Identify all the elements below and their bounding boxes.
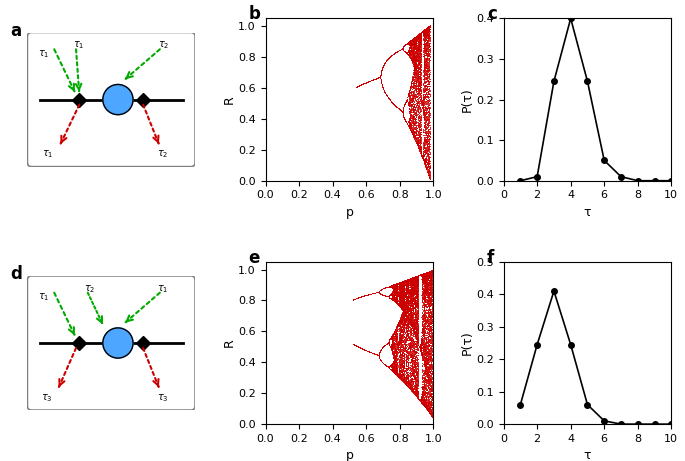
Text: $\tau_2$: $\tau_2$ bbox=[156, 148, 168, 160]
Text: $\tau_3$: $\tau_3$ bbox=[41, 392, 53, 404]
Text: $\tau_1$: $\tau_1$ bbox=[38, 291, 50, 303]
X-axis label: p: p bbox=[345, 449, 353, 461]
Y-axis label: P(τ): P(τ) bbox=[460, 331, 473, 355]
X-axis label: τ: τ bbox=[584, 449, 591, 461]
Text: $\tau_1$: $\tau_1$ bbox=[73, 40, 84, 51]
Text: d: d bbox=[11, 265, 23, 283]
X-axis label: p: p bbox=[345, 206, 353, 219]
Text: $\tau_1$: $\tau_1$ bbox=[38, 48, 50, 60]
Text: e: e bbox=[249, 249, 260, 267]
Y-axis label: R: R bbox=[222, 95, 235, 104]
Text: c: c bbox=[487, 6, 497, 24]
Text: $\tau_1$: $\tau_1$ bbox=[156, 283, 168, 295]
Text: $\tau_2$: $\tau_2$ bbox=[84, 283, 96, 295]
FancyBboxPatch shape bbox=[27, 33, 195, 166]
Text: $\tau_3$: $\tau_3$ bbox=[156, 392, 168, 404]
Text: a: a bbox=[11, 22, 22, 40]
Text: f: f bbox=[487, 249, 494, 267]
Y-axis label: P(τ): P(τ) bbox=[460, 87, 473, 112]
Circle shape bbox=[103, 328, 133, 358]
X-axis label: τ: τ bbox=[584, 206, 591, 219]
Text: $\tau_1$: $\tau_1$ bbox=[42, 148, 54, 160]
Text: b: b bbox=[249, 6, 260, 24]
Circle shape bbox=[103, 84, 133, 115]
Text: $\tau_2$: $\tau_2$ bbox=[158, 40, 170, 51]
Y-axis label: R: R bbox=[222, 339, 235, 347]
FancyBboxPatch shape bbox=[27, 276, 195, 410]
